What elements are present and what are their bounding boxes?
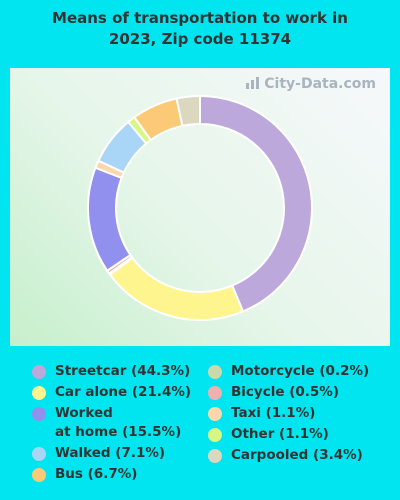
legend-swatch xyxy=(208,428,222,442)
legend-label: Bus (6.7%) xyxy=(55,466,138,482)
legend-label: Taxi (1.1%) xyxy=(231,405,316,421)
legend-column-right: Motorcycle (0.2%) Bicycle (0.5%) Taxi (1.1… xyxy=(208,362,393,467)
donut-slice-carpooled xyxy=(175,94,201,128)
legend-swatch xyxy=(32,386,46,400)
city-data-logo-icon xyxy=(246,77,260,89)
legend-label: Worked xyxy=(55,405,113,421)
legend-item: Bicycle (0.5%) xyxy=(208,383,393,402)
plot-area: City-Data.com xyxy=(10,68,390,346)
watermark: City-Data.com xyxy=(245,76,376,92)
legend-swatch xyxy=(208,386,222,400)
legend-swatch xyxy=(208,407,222,421)
chart-title-line-1: Means of transportation to work in xyxy=(52,9,348,27)
legend-label: Other (1.1%) xyxy=(231,426,329,442)
donut-hole xyxy=(117,125,283,291)
donut-slice-car-alone xyxy=(108,256,245,321)
legend-label: Carpooled (3.4%) xyxy=(231,447,363,463)
legend-label: Bicycle (0.5%) xyxy=(231,384,339,400)
legend-column-left: Streetcar (44.3%) Car alone (21.4%) Worked… xyxy=(32,362,207,486)
legend-swatch xyxy=(32,407,46,421)
legend-item: Walked (7.1%) xyxy=(32,444,207,463)
legend-item: Streetcar (44.3%) xyxy=(32,362,207,381)
legend-label: Streetcar (44.3%) xyxy=(55,363,191,379)
legend-swatch xyxy=(32,468,46,482)
legend-item: Bus (6.7%) xyxy=(32,465,207,484)
legend-swatch xyxy=(208,365,222,379)
legend-label: Motorcycle (0.2%) xyxy=(231,363,370,379)
legend-item: Other (1.1%) xyxy=(208,425,393,444)
legend-swatch xyxy=(208,449,222,463)
donut-slice-streetcar xyxy=(199,94,314,313)
legend-item: Car alone (21.4%) xyxy=(32,383,207,402)
legend-label: Car alone (21.4%) xyxy=(55,384,192,400)
donut-chart xyxy=(87,94,314,321)
chart-title: Means of transportation to work in 2023,… xyxy=(0,8,400,50)
legend-swatch xyxy=(32,365,46,379)
chart-title-line-2: 2023, Zip code 11374 xyxy=(108,30,292,48)
legend-item: Taxi (1.1%) xyxy=(208,404,393,423)
legend: Streetcar (44.3%) Car alone (21.4%) Worked… xyxy=(0,362,400,492)
legend-label: at home (15.5%) xyxy=(55,424,182,440)
legend-item: Motorcycle (0.2%) xyxy=(208,362,393,381)
legend-item: Worked at home (15.5%) xyxy=(32,404,207,442)
legend-item: Carpooled (3.4%) xyxy=(208,446,393,465)
legend-swatch xyxy=(32,447,46,461)
watermark-text: City-Data.com xyxy=(264,76,376,92)
legend-label: Walked (7.1%) xyxy=(55,445,166,461)
donut-slice-worked-at-home xyxy=(87,166,132,273)
